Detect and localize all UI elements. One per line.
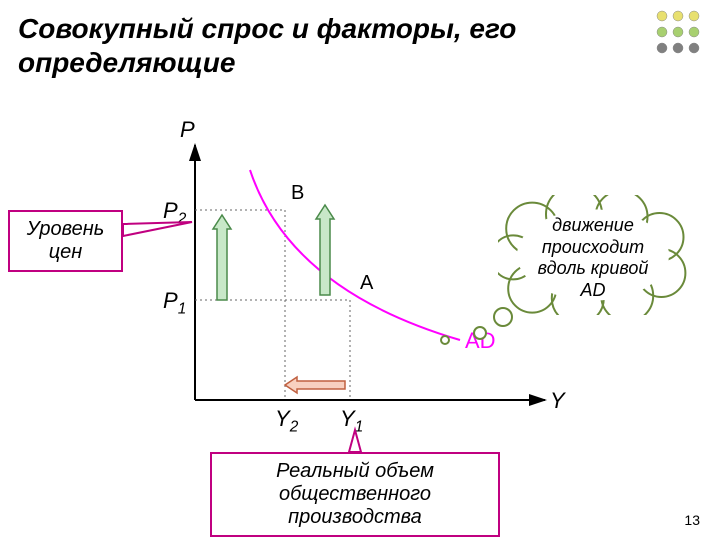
ad-curve-label: AD [465,328,496,354]
y1-label: Y1 [340,406,363,436]
point-a-label: A [360,272,373,295]
real-output-callout: Реальный объем общественного производств… [210,452,500,537]
page-number: 13 [684,512,700,528]
callout-text: Реальный объем общественного производств… [276,460,434,528]
p1-label: P1 [163,288,186,318]
point-b-label: B [291,182,304,205]
y2-label: Y2 [275,406,298,436]
callout-text: Уровень цен [27,218,104,263]
slide-title: Совокупный спрос и факторы, его определя… [18,12,720,79]
y-axis-label: P [180,117,195,143]
price-level-callout: Уровень цен [8,210,123,272]
corner-dots [654,8,702,61]
cloud-text: движениепроисходитвдоль кривойAD [498,195,688,301]
p2-label: P2 [163,198,186,228]
thought-cloud: движениепроисходитвдоль кривойAD [498,195,688,315]
x-axis-label: Y [550,388,565,414]
